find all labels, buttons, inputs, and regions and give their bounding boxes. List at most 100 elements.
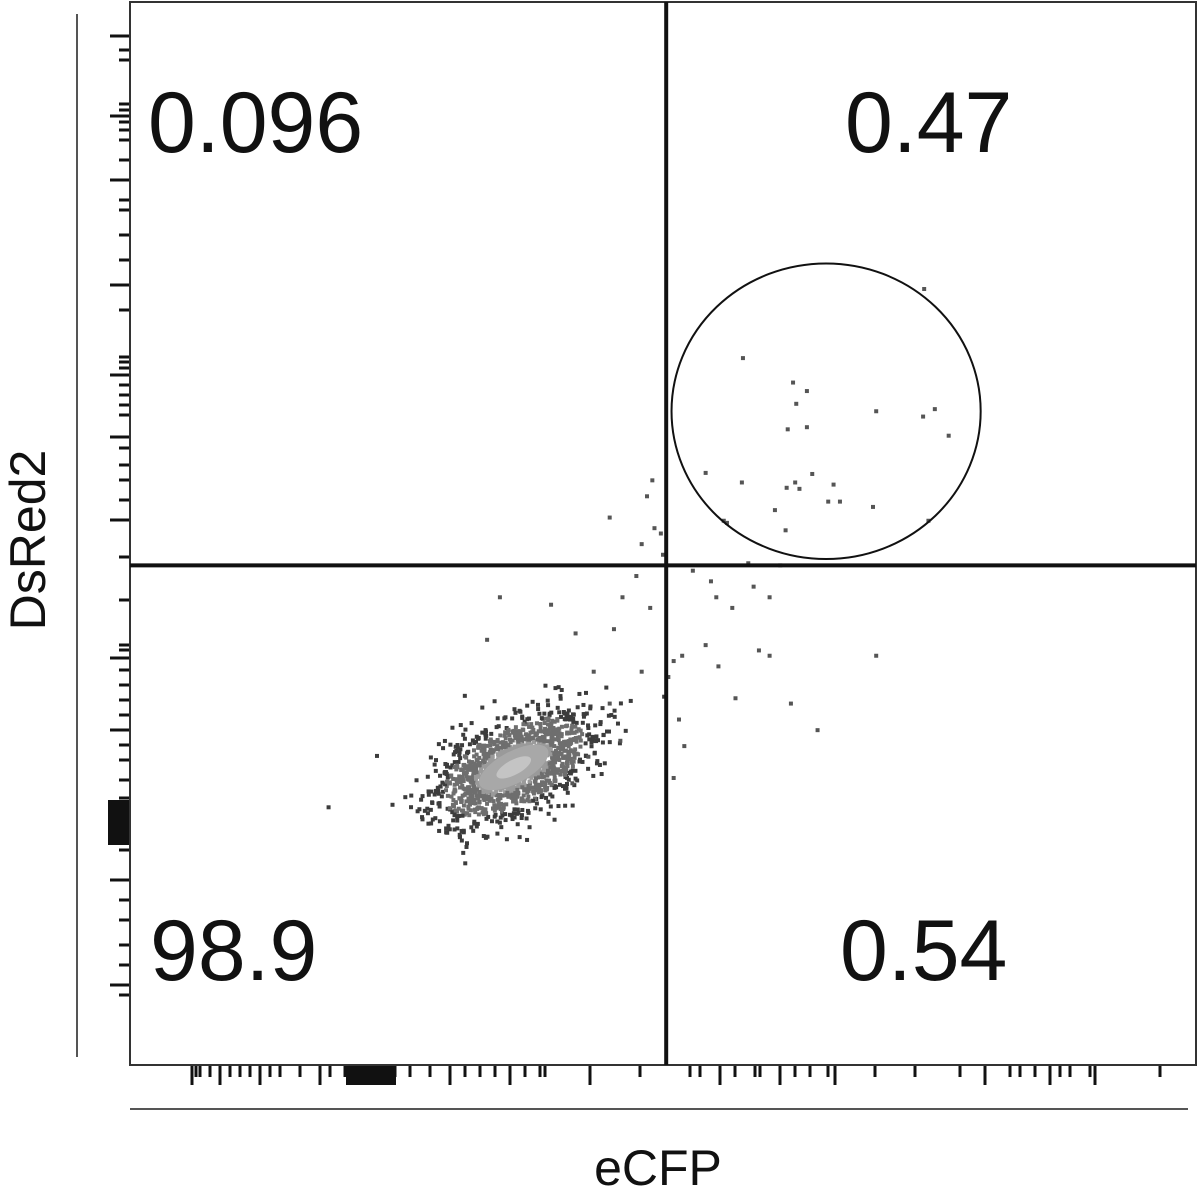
dense-event — [571, 712, 576, 717]
dense-event — [414, 778, 419, 783]
x-rug-tick — [328, 1065, 332, 1077]
dense-event — [546, 716, 551, 721]
event-point — [730, 605, 735, 610]
dense-event — [549, 738, 554, 743]
dense-event — [444, 762, 449, 767]
dense-event — [552, 817, 557, 822]
dense-event — [574, 739, 579, 744]
dense-event — [409, 793, 414, 798]
x-rug-tick — [1048, 1065, 1052, 1085]
dense-event — [464, 772, 469, 777]
dense-event — [599, 772, 604, 777]
dense-event — [503, 790, 508, 795]
dense-event — [444, 826, 449, 831]
y-rug-tick — [119, 102, 130, 106]
event-point — [785, 427, 790, 432]
y-rug-tick — [119, 713, 130, 717]
x-rug-tick — [218, 1065, 222, 1085]
dense-event — [433, 768, 438, 773]
dense-event — [461, 803, 466, 808]
dense-event — [520, 714, 525, 719]
event-point — [831, 482, 836, 487]
dense-event — [510, 817, 515, 822]
dense-event — [428, 807, 433, 812]
dense-event — [476, 784, 481, 789]
dense-event — [496, 800, 501, 805]
y-rug-tick — [119, 446, 130, 450]
event-point — [607, 515, 612, 520]
dense-event — [472, 754, 477, 759]
y-rug-tick — [119, 403, 130, 407]
dense-event — [568, 757, 573, 762]
dense-event — [505, 790, 510, 795]
dense-event — [484, 797, 489, 802]
dense-event — [432, 762, 437, 767]
dense-event — [474, 767, 479, 772]
dense-event — [326, 805, 331, 810]
y-axis-ticks — [108, 34, 130, 997]
dense-event — [462, 736, 467, 741]
dense-event — [565, 758, 570, 763]
dense-event — [562, 786, 567, 791]
dense-event — [526, 735, 531, 740]
dense-event — [477, 793, 482, 798]
dense-event — [495, 747, 500, 752]
dense-event — [490, 806, 495, 811]
dense-event — [541, 768, 546, 773]
dense-event — [481, 790, 486, 795]
dense-event — [569, 728, 574, 733]
dense-event — [490, 757, 495, 762]
dense-event — [466, 785, 471, 790]
dense-event — [464, 799, 469, 804]
dense-event — [598, 720, 603, 725]
dense-event — [451, 791, 456, 796]
y-rug-tick — [119, 198, 130, 202]
event-point — [690, 568, 695, 573]
dense-event — [503, 730, 508, 735]
dense-event — [583, 690, 588, 695]
dense-event — [523, 743, 528, 748]
event-point — [871, 504, 876, 509]
dense-event — [508, 737, 513, 742]
event-point — [724, 520, 729, 525]
dense-event — [471, 769, 476, 774]
dense-event — [572, 755, 577, 760]
dense-event — [512, 729, 517, 734]
dense-event — [460, 813, 465, 818]
x-rug-tick — [508, 1065, 512, 1085]
dense-event — [464, 770, 469, 775]
dense-event — [445, 773, 450, 778]
x-rug-tick — [1008, 1065, 1012, 1077]
dense-event — [555, 705, 560, 710]
dense-event — [565, 764, 570, 769]
dense-event — [450, 725, 455, 730]
dense-event — [520, 785, 525, 790]
dense-event — [498, 796, 503, 801]
dense-event — [462, 787, 467, 792]
dense-event — [453, 800, 458, 805]
dense-event — [470, 793, 475, 798]
dense-event — [477, 789, 482, 794]
dense-event — [500, 742, 505, 747]
dense-event — [565, 730, 570, 735]
dense-event — [476, 774, 481, 779]
dense-event — [522, 781, 527, 786]
dense-event — [463, 727, 468, 732]
dense-event — [504, 837, 509, 842]
dense-event — [481, 834, 486, 839]
dense-event — [527, 825, 532, 830]
dense-event — [505, 731, 510, 736]
dense-event — [477, 763, 482, 768]
dense-event — [544, 787, 549, 792]
dense-event — [460, 783, 465, 788]
dense-event — [476, 796, 481, 801]
dense-event — [463, 861, 468, 866]
dense-event — [479, 748, 484, 753]
dense-event — [495, 797, 500, 802]
event-point — [740, 356, 745, 361]
dense-event — [498, 749, 503, 754]
y-rug-tick — [119, 108, 130, 112]
dense-event — [519, 734, 524, 739]
y-rug-tick — [119, 233, 130, 237]
dense-event — [458, 785, 463, 790]
